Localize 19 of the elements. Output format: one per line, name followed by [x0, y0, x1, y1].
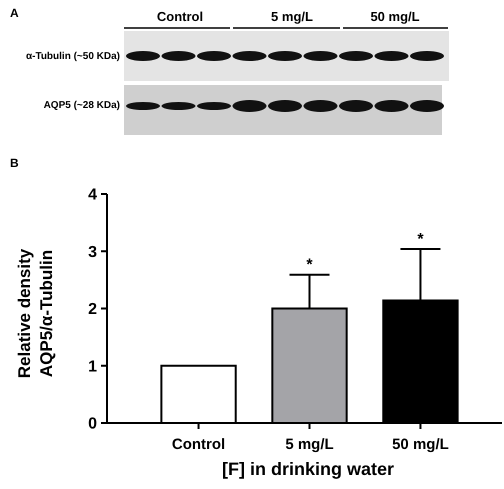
- y-tick-label: 3: [88, 244, 98, 261]
- text: Control: [156, 9, 204, 24]
- y-tick-label: 0: [88, 416, 98, 433]
- y-tick-label: 2: [88, 301, 98, 318]
- text: AQP5 (~28 KDa): [44, 100, 120, 111]
- text: α-Tubulin (~50 KDa): [26, 51, 120, 62]
- text: 50 mg/L: [370, 9, 420, 24]
- annotation: *: [417, 230, 424, 248]
- x-tick-label: 5 mg/L: [285, 436, 334, 453]
- text: 5 mg/L: [271, 9, 313, 24]
- x-tick-label: 50 mg/L: [392, 436, 449, 453]
- text: B: [10, 156, 19, 170]
- y-tick-label: 1: [88, 358, 98, 376]
- y-axis-title: Relative density AQP5/α-Tubulin: [15, 248, 56, 378]
- x-tick-label: Control: [172, 436, 226, 453]
- annotation: *: [306, 256, 314, 274]
- text: A: [10, 6, 19, 20]
- x-axis-title: [F] in drinking water: [222, 459, 394, 479]
- y-tick-label: 4: [88, 186, 98, 204]
